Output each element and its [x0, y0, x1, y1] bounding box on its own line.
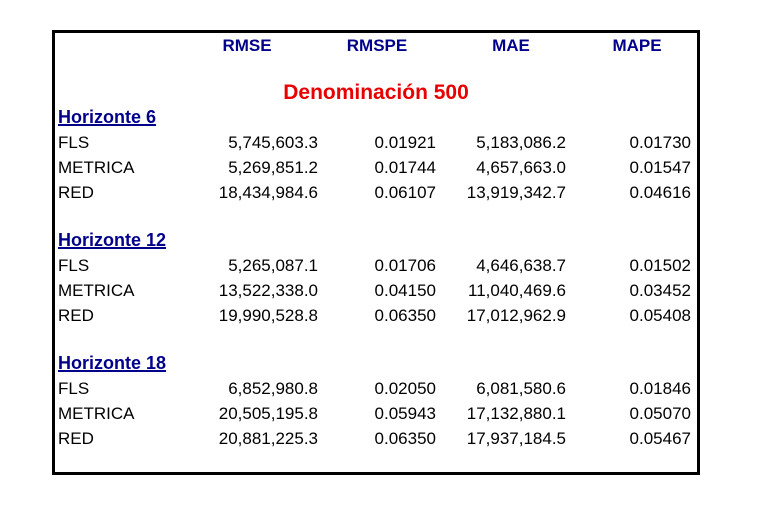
- cell-mae: 11,040,469.6: [468, 281, 566, 300]
- cell-rmspe: 0.05943: [374, 404, 436, 423]
- cell-mae: 17,937,184.5: [466, 429, 566, 448]
- cell-mape: 0.01502: [629, 256, 691, 275]
- metrics-table: RMSE RMSPE MAE MAPE Denominación 500 Hor…: [52, 30, 700, 475]
- spacer: [55, 328, 697, 351]
- cell-mae: 13,919,342.7: [466, 183, 566, 202]
- row-label: METRICA: [58, 158, 135, 177]
- cell-rmse: 20,505,195.8: [218, 404, 318, 423]
- table-row: METRICA 13,522,338.0 0.04150 11,040,469.…: [55, 278, 697, 303]
- cell-rmspe: 0.02050: [374, 379, 436, 398]
- cell-rmspe: 0.06350: [374, 429, 436, 448]
- spacer: [55, 58, 697, 80]
- section-heading-row: Horizonte 6: [55, 105, 697, 130]
- cell-mae: 6,081,580.6: [476, 379, 566, 398]
- row-label: RED: [58, 183, 94, 202]
- cell-rmspe: 0.01706: [374, 256, 436, 275]
- column-header-rmse: RMSE: [222, 36, 272, 55]
- table-row: RED 18,434,984.6 0.06107 13,919,342.7 0.…: [55, 180, 697, 205]
- column-header-mae: MAE: [492, 36, 530, 55]
- cell-rmspe: 0.06350: [374, 306, 436, 325]
- cell-mape: 0.01846: [629, 379, 691, 398]
- row-label: RED: [58, 429, 94, 448]
- cell-mape: 0.05070: [629, 404, 691, 423]
- cell-mape: 0.05467: [629, 429, 691, 448]
- row-label: FLS: [58, 256, 90, 275]
- table-row: RED 19,990,528.8 0.06350 17,012,962.9 0.…: [55, 303, 697, 328]
- table-row: METRICA 5,269,851.2 0.01744 4,657,663.0 …: [55, 155, 697, 180]
- cell-mape: 0.04616: [629, 183, 691, 202]
- cell-rmse: 20,881,225.3: [218, 429, 318, 448]
- cell-rmspe: 0.01744: [374, 158, 436, 177]
- table-row: RED 20,881,225.3 0.06350 17,937,184.5 0.…: [55, 426, 697, 451]
- row-label: FLS: [58, 379, 90, 398]
- cell-rmse: 5,265,087.1: [228, 256, 318, 275]
- table-row: FLS 5,745,603.3 0.01921 5,183,086.2 0.01…: [55, 130, 697, 155]
- section-heading-row: Horizonte 18: [55, 351, 697, 376]
- cell-rmse: 5,745,603.3: [228, 133, 318, 152]
- cell-rmspe: 0.01921: [374, 133, 436, 152]
- table-title-row: Denominación 500: [55, 80, 697, 105]
- cell-mae: 17,132,880.1: [466, 404, 566, 423]
- column-header-row: RMSE RMSPE MAE MAPE: [55, 33, 697, 58]
- cell-mae: 17,012,962.9: [466, 306, 566, 325]
- cell-mae: 4,657,663.0: [476, 158, 566, 177]
- table-row: FLS 5,265,087.1 0.01706 4,646,638.7 0.01…: [55, 253, 697, 278]
- cell-mape: 0.01730: [629, 133, 691, 152]
- section-heading-horizonte-18: Horizonte 18: [58, 353, 167, 373]
- spacer: [55, 205, 697, 228]
- cell-mae: 4,646,638.7: [476, 256, 566, 275]
- row-label: METRICA: [58, 281, 135, 300]
- cell-mape: 0.03452: [629, 281, 691, 300]
- cell-rmse: 18,434,984.6: [218, 183, 318, 202]
- cell-rmse: 19,990,528.8: [218, 306, 318, 325]
- cell-rmspe: 0.04150: [374, 281, 436, 300]
- cell-mae: 5,183,086.2: [476, 133, 566, 152]
- cell-rmspe: 0.06107: [374, 183, 436, 202]
- cell-mape: 0.05408: [629, 306, 691, 325]
- section-heading-horizonte-12: Horizonte 12: [58, 230, 167, 250]
- table-title: Denominación 500: [283, 81, 469, 104]
- table-row: METRICA 20,505,195.8 0.05943 17,132,880.…: [55, 401, 697, 426]
- cell-mape: 0.01547: [629, 158, 691, 177]
- cell-rmse: 5,269,851.2: [228, 158, 318, 177]
- column-header-mape: MAPE: [612, 36, 662, 55]
- section-heading-horizonte-6: Horizonte 6: [58, 107, 157, 127]
- row-label: FLS: [58, 133, 90, 152]
- cell-rmse: 6,852,980.8: [228, 379, 318, 398]
- cell-rmse: 13,522,338.0: [218, 281, 318, 300]
- table-row: FLS 6,852,980.8 0.02050 6,081,580.6 0.01…: [55, 376, 697, 401]
- row-label: RED: [58, 306, 94, 325]
- row-label: METRICA: [58, 404, 135, 423]
- section-heading-row: Horizonte 12: [55, 228, 697, 253]
- column-header-rmspe: RMSPE: [346, 36, 408, 55]
